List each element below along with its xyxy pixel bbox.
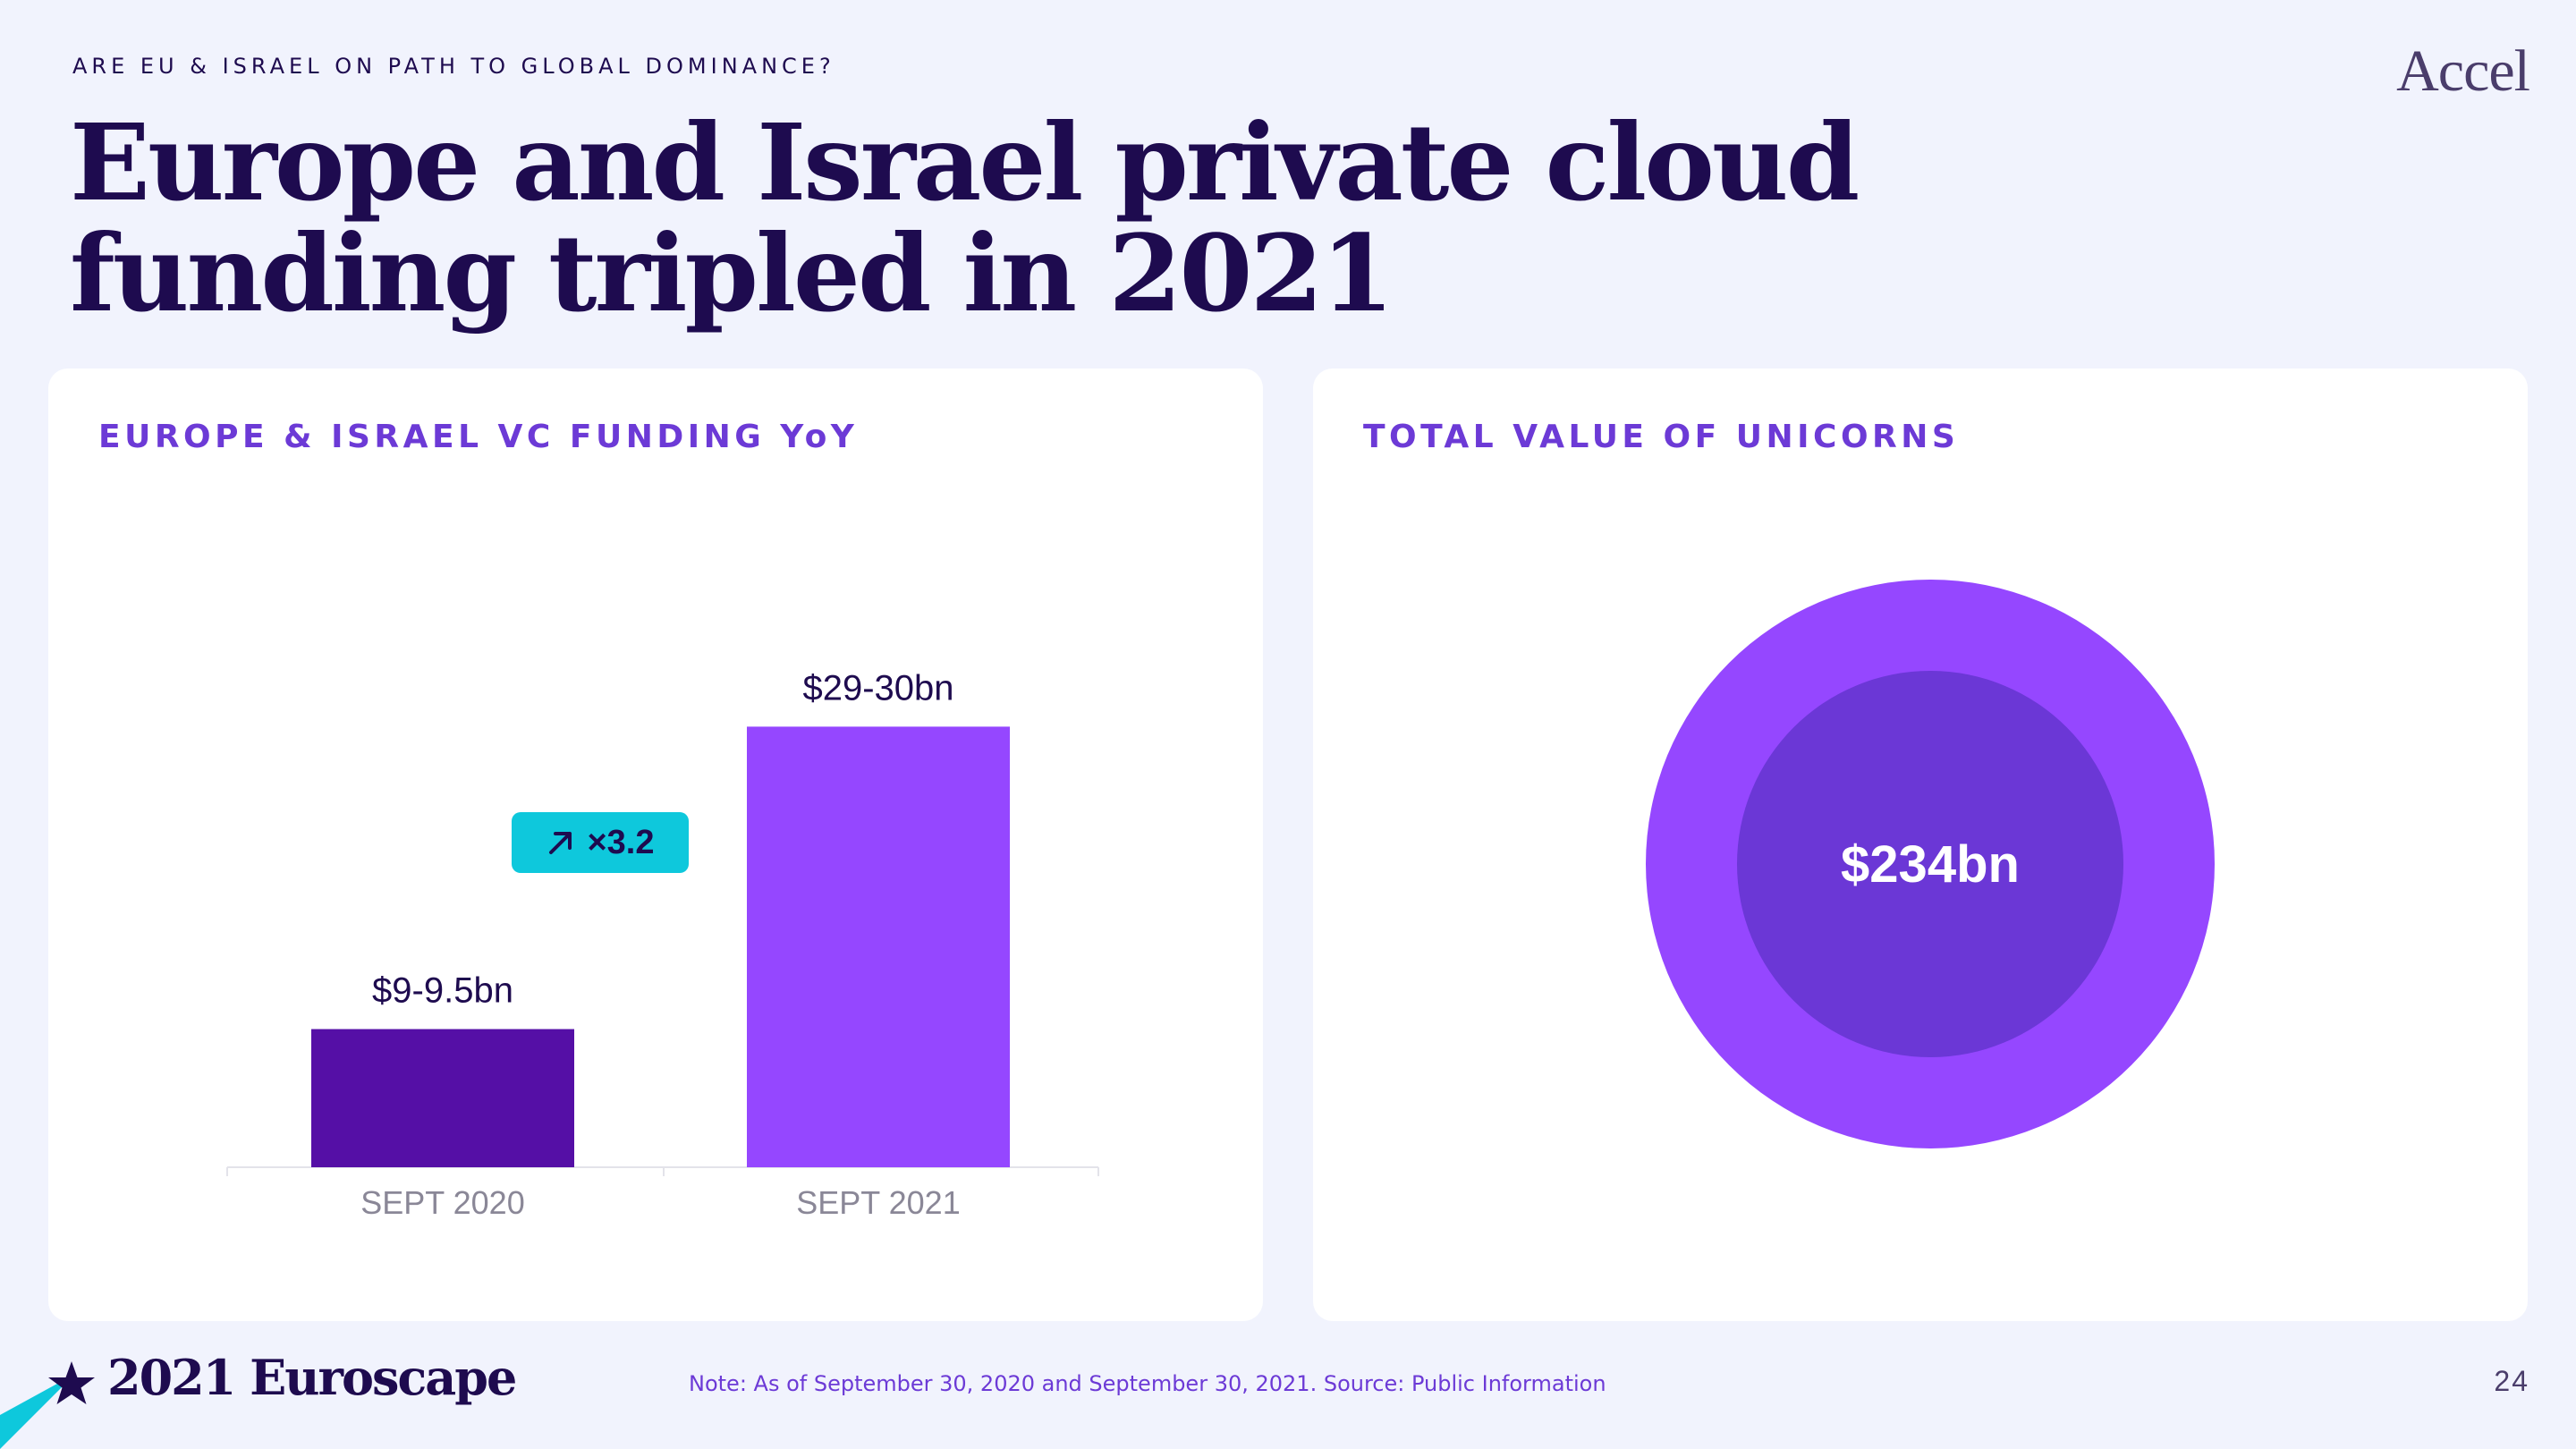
source-note: Note: As of September 30, 2020 and Septe… xyxy=(689,1371,1606,1396)
growth-multiplier-label: ×3.2 xyxy=(587,823,655,861)
bar-sept-2021 xyxy=(747,726,1010,1167)
page-number: 24 xyxy=(2494,1365,2529,1397)
bar-sept-2020 xyxy=(311,1029,574,1167)
accel-logo: Accel xyxy=(2396,38,2530,104)
funding-bar-chart: $9-9.5bn SEPT 2020 $29-30bn SEPT 2021 xyxy=(226,668,1099,1221)
bar-data-label: $29-30bn xyxy=(802,668,953,708)
bar-data-label: $9-9.5bn xyxy=(372,971,513,1011)
unicorn-value-label: $234bn xyxy=(1841,835,2020,894)
unicorns-title: TOTAL VALUE OF UNICORNS xyxy=(1363,419,1960,455)
unicorn-inner-circle xyxy=(1737,671,2123,1057)
growth-multiplier-badge: ×3.2 xyxy=(512,812,689,873)
unicorns-card: TOTAL VALUE OF UNICORNS $234bn xyxy=(1313,369,2528,1321)
corner-wedge-shape xyxy=(0,1374,75,1449)
page-title: Europe and Israel private cloud funding … xyxy=(70,100,1860,335)
arrow-up-right-icon xyxy=(549,832,572,854)
footer-brand: 2021 Euroscape xyxy=(107,1349,517,1406)
x-tick-label: SEPT 2021 xyxy=(796,1184,960,1221)
eyebrow-text: ARE EU & ISRAEL ON PATH TO GLOBAL DOMINA… xyxy=(72,54,835,79)
unicorn-value-circle xyxy=(1646,580,2215,1148)
funding-chart-card: EUROPE & ISRAEL VC FUNDING YoY $9-9.5bn S… xyxy=(48,369,1263,1321)
x-tick-label: SEPT 2020 xyxy=(360,1184,524,1221)
star-icon xyxy=(48,1361,95,1404)
funding-chart-title: EUROPE & ISRAEL VC FUNDING YoY xyxy=(98,419,859,455)
